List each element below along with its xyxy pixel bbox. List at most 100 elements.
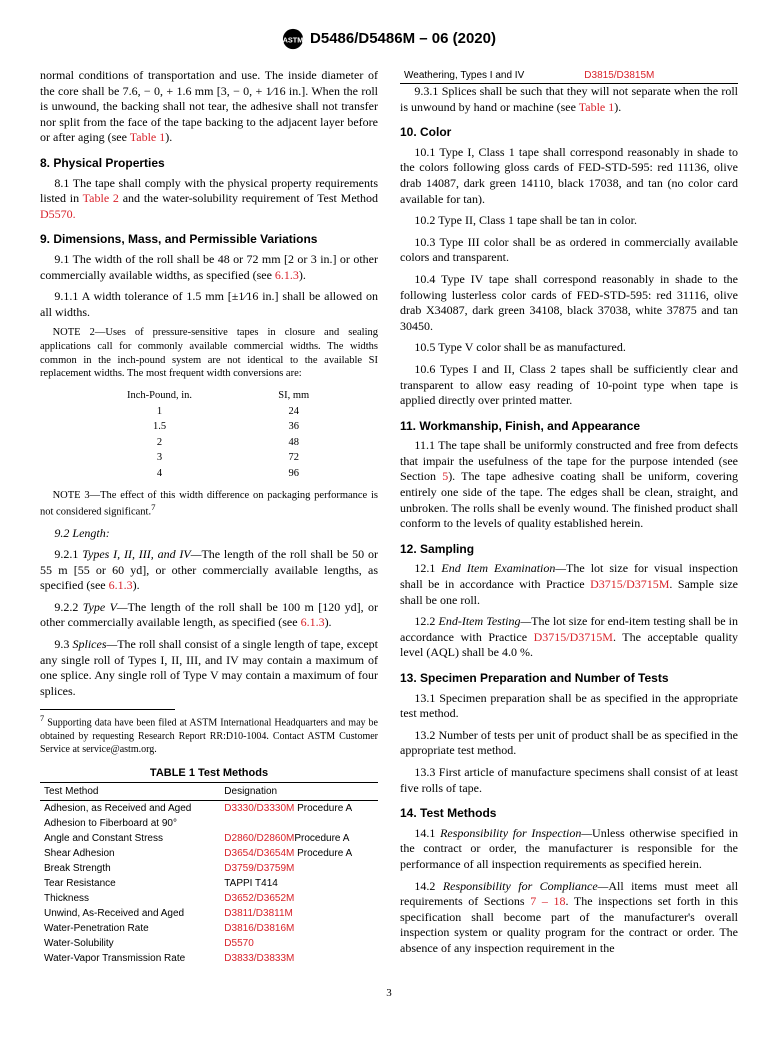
table-row: Water-Penetration Rate D3816/D3816M <box>40 921 378 936</box>
table-row: Water-Solubility D5570 <box>40 936 378 951</box>
section-10-title: 10. Color <box>400 125 738 141</box>
table-row: Unwind, As-Received and Aged D3811/D3811M <box>40 906 378 921</box>
tbl1-method-cell: Unwind, As-Received and Aged <box>40 906 220 921</box>
ref-613-link-2[interactable]: 6.1.3 <box>109 578 133 592</box>
section-11-title: 11. Workmanship, Finish, and Appearance <box>400 419 738 435</box>
table-row: Weathering, Types I and IV D3815/D3815M <box>400 68 738 84</box>
sections-7-18-link[interactable]: 7 – 18 <box>530 894 565 908</box>
section-13-title: 13. Specimen Preparation and Number of T… <box>400 671 738 687</box>
para-10-3: 10.3 Type III color shall be as ordered … <box>400 235 738 266</box>
para-10-4: 10.4 Type IV tape shall correspond reaso… <box>400 272 738 334</box>
table-row: Tear ResistanceTAPPI T414 <box>40 876 378 891</box>
para-14-2: 14.2 Responsibility for Compliance—All i… <box>400 879 738 957</box>
table-1-title: TABLE 1 Test Methods <box>40 766 378 780</box>
table-row: Thickness D3652/D3652M <box>40 891 378 906</box>
footnote-7: 7 Supporting data have been filed at AST… <box>40 714 378 755</box>
tbl1-method-cell: Water-Vapor Transmission Rate <box>40 951 220 966</box>
conv-cell: 2 <box>76 436 243 450</box>
para-10-2: 10.2 Type II, Class 1 tape shall be tan … <box>400 213 738 229</box>
tbl1-method-cell: Adhesion, as Received and Aged <box>40 801 220 817</box>
tbl1-designation-cell: D3330/D3330M Procedure A <box>220 801 378 817</box>
para-12-1: 12.1 End Item Examination—The lot size f… <box>400 561 738 608</box>
d3715-link-2[interactable]: D3715/D3715M <box>534 630 613 644</box>
tbl1-method-cell: Water-Solubility <box>40 936 220 951</box>
tbl1-method-cell: Tear Resistance <box>40 876 220 891</box>
section-8-title: 8. Physical Properties <box>40 156 378 172</box>
tbl1-col-designation: Designation <box>220 783 378 801</box>
conv-cell: 36 <box>245 420 342 434</box>
conv-cell: 48 <box>245 436 342 450</box>
para-13-1: 13.1 Specimen preparation shall be as sp… <box>400 691 738 722</box>
doc-header: ASTM D5486/D5486M – 06 (2020) <box>40 28 738 50</box>
tbl1-designation-cell: D3654/D3654M Procedure A <box>220 846 378 861</box>
footnote-separator <box>40 709 175 710</box>
conv-cell: 96 <box>245 467 342 481</box>
tbl1-designation-cell: D5570 <box>220 936 378 951</box>
designation-link[interactable]: D3811/D3811M <box>224 908 293 919</box>
designation-link[interactable]: D3759/D3759M <box>224 863 294 874</box>
section-14-title: 14. Test Methods <box>400 806 738 822</box>
tbl1-designation-cell: D3815/D3815M <box>580 68 738 84</box>
astm-logo-icon: ASTM <box>282 28 304 50</box>
tbl1-method-cell: Adhesion to Fiberboard at 90° <box>40 816 220 831</box>
tbl1-method-cell: Thickness <box>40 891 220 906</box>
conv-cell: 3 <box>76 451 243 465</box>
ref-613-link[interactable]: 6.1.3 <box>275 268 299 282</box>
designation-link[interactable]: D3654/D3654M <box>224 848 294 859</box>
para-10-5: 10.5 Type V color shall be as manufactur… <box>400 340 738 356</box>
section-12-title: 12. Sampling <box>400 542 738 558</box>
designation-link[interactable]: D3330/D3330M <box>224 803 294 814</box>
para-9-1: 9.1 The width of the roll shall be 48 or… <box>40 252 378 283</box>
tbl1-designation-cell: TAPPI T414 <box>220 876 378 891</box>
para-10-1: 10.1 Type I, Class 1 tape shall correspo… <box>400 145 738 207</box>
para-9-2: 9.2 Length: <box>40 526 378 542</box>
section-9-title: 9. Dimensions, Mass, and Permissible Var… <box>40 232 378 248</box>
conv-cell: 1 <box>76 405 243 419</box>
tbl1-method-cell: Weathering, Types I and IV <box>400 68 580 84</box>
designation-link[interactable]: D2860/D2860M <box>224 833 294 844</box>
note-3: NOTE 3—The effect of this width differen… <box>40 489 378 520</box>
designation-link[interactable]: D3652/D3652M <box>224 893 294 904</box>
doc-id: D5486/D5486M – 06 (2020) <box>310 30 496 47</box>
tbl1-designation-cell: D3652/D3652M <box>220 891 378 906</box>
para-12-2: 12.2 End-Item Testing—The lot size for e… <box>400 614 738 661</box>
para-11-1: 11.1 The tape shall be uniformly constru… <box>400 438 738 532</box>
tbl1-designation-cell: D3759/D3759M <box>220 861 378 876</box>
conv-cell: 1.5 <box>76 420 243 434</box>
table-row: Water-Vapor Transmission Rate D3833/D3833… <box>40 951 378 966</box>
conv-head-in: Inch-Pound, in. <box>76 389 243 403</box>
tbl1-method-cell: Water-Penetration Rate <box>40 921 220 936</box>
table-row: Adhesion to Fiberboard at 90° <box>40 816 378 831</box>
ref-613-link-3[interactable]: 6.1.3 <box>301 615 325 629</box>
table-row: Angle and Constant StressD2860/D2860MPro… <box>40 831 378 846</box>
para-13-3: 13.3 First article of manufacture specim… <box>400 765 738 796</box>
designation-link[interactable]: D3815/D3815M <box>584 70 654 81</box>
tbl1-method-cell: Break Strength <box>40 861 220 876</box>
para-8-1: 8.1 The tape shall comply with the physi… <box>40 176 378 223</box>
designation-link[interactable]: D3833/D3833M <box>224 953 294 964</box>
para-9-2-2: 9.2.2 Type V—The length of the roll shal… <box>40 600 378 631</box>
tbl1-method-cell: Angle and Constant Stress <box>40 831 220 846</box>
para-9-1-1: 9.1.1 A width tolerance of 1.5 mm [±1⁄16… <box>40 289 378 320</box>
designation-link[interactable]: D5570 <box>224 938 253 949</box>
tbl1-designation-cell: D2860/D2860MProcedure A <box>220 831 378 846</box>
para-10-6: 10.6 Types I and II, Class 2 tapes shall… <box>400 362 738 409</box>
table2-ref-link[interactable]: Table 2 <box>83 191 119 205</box>
tbl1-designation-cell: D3833/D3833M <box>220 951 378 966</box>
content-columns: normal conditions of transportation and … <box>40 68 738 966</box>
d3715-link[interactable]: D3715/D3715M <box>590 577 669 591</box>
tbl1-designation-cell <box>220 816 378 831</box>
d5570-link[interactable]: D5570. <box>40 207 76 221</box>
conv-cell: 72 <box>245 451 342 465</box>
para-9-3: 9.3 Splices—The roll shall consist of a … <box>40 637 378 699</box>
intro-paragraph: normal conditions of transportation and … <box>40 68 378 146</box>
conv-cell: 4 <box>76 467 243 481</box>
table1-ref-link-2[interactable]: Table 1 <box>579 100 614 114</box>
tbl1-method-cell: Shear Adhesion <box>40 846 220 861</box>
designation-link[interactable]: D3816/D3816M <box>224 923 294 934</box>
table-row: Break Strength D3759/D3759M <box>40 861 378 876</box>
table-row: Shear AdhesionD3654/D3654M Procedure A <box>40 846 378 861</box>
para-9-3-1: 9.3.1 Splices shall be such that they wi… <box>400 84 738 115</box>
table1-ref-link[interactable]: Table 1 <box>130 130 165 144</box>
para-13-2: 13.2 Number of tests per unit of product… <box>400 728 738 759</box>
